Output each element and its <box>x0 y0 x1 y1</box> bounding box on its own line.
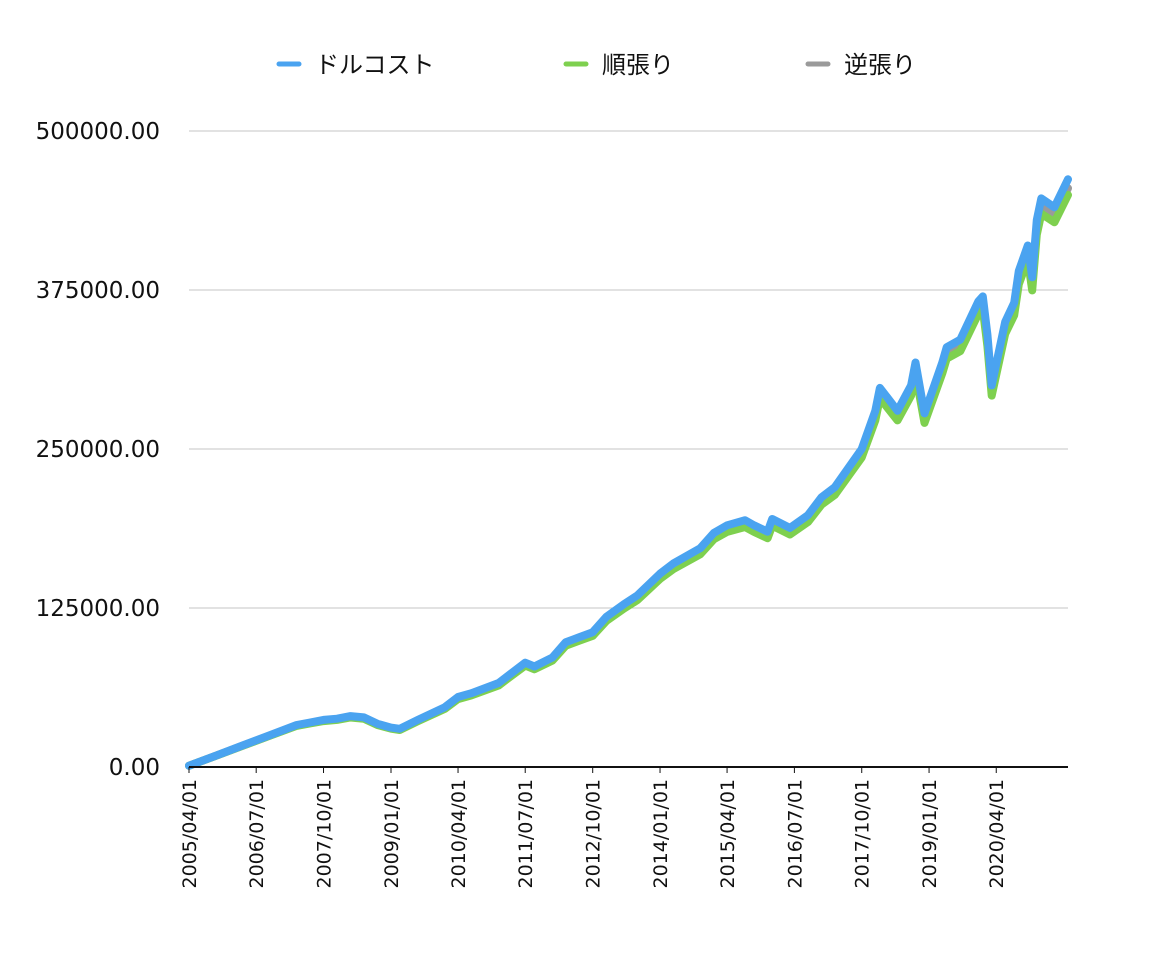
x-tick-label: 2011/07/01 <box>515 779 537 889</box>
x-tick-label: 2006/07/01 <box>246 779 268 889</box>
x-tick-label: 2017/10/01 <box>852 779 874 889</box>
y-tick-label: 125000.00 <box>36 596 160 622</box>
legend: ドルコスト 順張り 逆張り <box>276 51 916 79</box>
series-lines <box>185 175 1072 770</box>
legend-label-1: 順張り <box>602 51 674 79</box>
x-tick-label: 2015/04/01 <box>717 779 739 889</box>
y-tick-label: 250000.00 <box>36 437 160 463</box>
legend-label-0: ドルコスト <box>315 51 435 79</box>
legend-label-2: 逆張り <box>844 51 916 79</box>
y-tick-label: 375000.00 <box>36 278 160 304</box>
series-line-0 <box>185 175 1072 770</box>
x-tick-label: 2007/10/01 <box>314 779 336 889</box>
x-tick-label: 2005/04/01 <box>179 779 201 889</box>
x-tick-label: 2019/01/01 <box>919 779 941 889</box>
y-tick-label: 500000.00 <box>36 119 160 145</box>
series-line-1 <box>185 191 1072 770</box>
x-tick-label: 2010/04/01 <box>448 779 470 889</box>
x-axis: 2005/04/01 2006/07/01 2007/10/01 2009/01/01… <box>179 766 1068 889</box>
series-line-2 <box>185 184 1072 770</box>
x-tick-label: 2014/01/01 <box>650 779 672 889</box>
x-tick-label: 2016/07/01 <box>784 779 806 889</box>
x-tick-label: 2020/04/01 <box>986 779 1008 889</box>
y-axis-tick-labels: 0.00 125000.00 250000.00 375000.00 500000.00 <box>36 119 160 781</box>
x-tick-label: 2012/10/01 <box>583 779 605 889</box>
y-tick-label: 0.00 <box>109 755 160 781</box>
x-tick-label: 2009/01/01 <box>381 779 403 889</box>
